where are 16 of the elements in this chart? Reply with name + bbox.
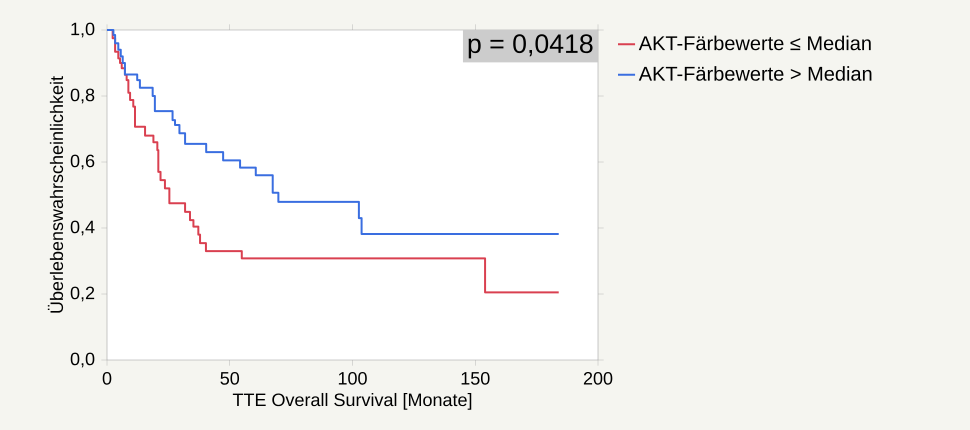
x-tick-label: 0 bbox=[102, 372, 112, 385]
y-tick-label: 0,2 bbox=[70, 286, 94, 302]
legend-label: AKT-Färbewerte > Median bbox=[638, 66, 872, 81]
y-tick-label: 0,4 bbox=[70, 220, 95, 236]
y-tick-label: 0,8 bbox=[70, 88, 94, 104]
x-axis-title: TTE Overall Survival [Monate] bbox=[232, 392, 472, 410]
y-tick-label: 0,0 bbox=[70, 352, 94, 368]
annotation: p = 0,0418 bbox=[468, 34, 593, 58]
x-tick-label: 200 bbox=[584, 372, 612, 385]
y-tick-label: 0,6 bbox=[70, 154, 94, 170]
y-tick-label: 1,0 bbox=[71, 22, 94, 38]
legend-label: AKT-Färbewerte ≤ Median bbox=[638, 36, 871, 50]
x-tick-label: 100 bbox=[338, 372, 367, 385]
x-tick-label: 50 bbox=[220, 372, 240, 385]
x-tick-label: 150 bbox=[462, 372, 490, 385]
y-axis-title: Überlebenswahrscheinlichkeit bbox=[48, 76, 64, 313]
